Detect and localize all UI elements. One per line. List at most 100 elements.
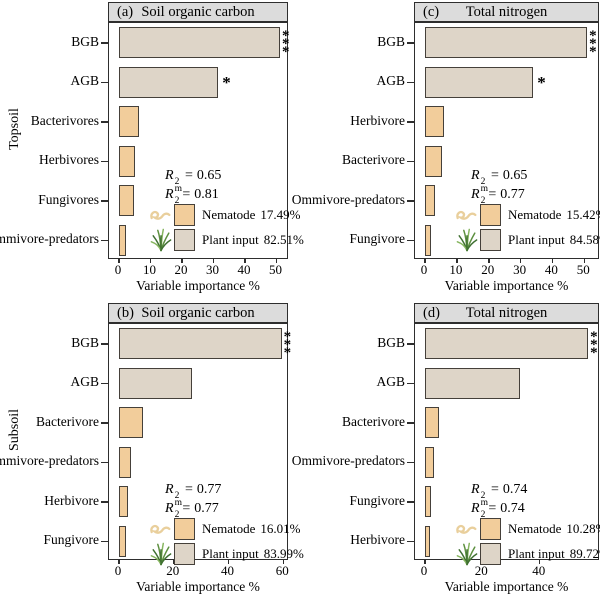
equals-sign: = [184,168,193,183]
significance-marks: * * * [588,28,597,59]
panel-tag: (c) [423,3,440,20]
legend-percentage: 10.28% [566,520,600,536]
y-tick [101,343,108,345]
r-squared-value: 0.74 [502,482,528,497]
subscript: m [174,498,182,508]
x-tick [118,559,120,564]
x-tick-label: 40 [221,563,234,578]
category-label: AGB [70,73,99,89]
grass-icon [456,228,477,252]
panel-header: (d) Total nitrogen [414,303,599,323]
panel-tag: (a) [117,3,134,20]
superscript: 2 [480,491,486,501]
legend-label: Plant input [202,545,259,561]
panel-header: (c) Total nitrogen [414,2,599,22]
y-tick [407,81,414,83]
category-label: AGB [376,73,405,89]
legend-text: Plant input 83.99% [202,546,304,562]
bar-fungivore [119,525,126,557]
model-fit-stats: R2m=0.65R2c=0.81 [165,166,221,213]
r-symbol: R [471,501,480,516]
legend-percentage: 83.99% [263,545,304,561]
r-squared-marginal: R 2 m = 0.77 [165,480,222,508]
category-label: Ommivore-predators [0,231,99,247]
x-tick [244,258,246,263]
category-label: AGB [376,374,405,390]
bar-agb [119,367,193,399]
category-label: Fungivore [43,532,100,548]
legend-label: Plant input [508,231,565,247]
subscript: m [174,184,182,194]
legend-text: Nematode 16.01% [202,521,301,537]
x-tick-label: 0 [420,262,428,277]
nematode-icon-wrap [453,521,480,536]
category-label: BGB [377,334,405,350]
row-label-topsoil: Topsoil [7,108,22,150]
legend-label: Plant input [202,231,259,247]
bar-bgb [119,27,281,59]
superscript: 2 [174,196,180,206]
bar-bacterivore [425,145,442,177]
asterisk: * [282,27,290,44]
significance-marks: * [222,73,231,93]
bar-fungivore [425,486,432,518]
category-label: Ommivore-predators [291,191,405,207]
subscript: m [480,498,488,508]
bar-agb [425,66,534,98]
asterisk: * [283,328,292,345]
category-label: Herbivore [350,112,405,128]
legend-percentage: 82.51% [263,231,304,247]
r-squared-value: 0.77 [196,482,222,497]
x-tick [118,258,120,263]
r-squared-value: 0.81 [194,187,219,202]
grass-icon-wrap [147,227,174,252]
legend-item: Nematode 16.01% [147,516,304,541]
subscript: m [480,184,488,194]
model-fit-stats: R2m=0.65R2c=0.77 [471,166,528,213]
y-tick [407,42,414,44]
y-tick [101,42,108,44]
r-squared-value: 0.65 [502,168,528,183]
panel-title: Soil organic carbon [141,3,255,20]
x-tick-label: 60 [275,563,289,578]
bar-bgb [119,328,282,360]
y-tick [101,160,108,162]
x-tick [282,559,284,564]
legend-label: Nematode [508,520,562,536]
category-label: Bacterivores [30,112,99,128]
r-squared-value: 0.77 [194,501,219,516]
x-tick-label: 0 [114,262,122,277]
x-tick-label: 0 [420,563,428,578]
nematode-icon [456,524,477,534]
x-tick-label: 0 [114,563,122,578]
x-tick-label: 40 [532,563,546,578]
r-symbol: R [165,187,174,202]
legend-swatch-plant [174,542,195,565]
bar-herbivore [119,486,129,518]
category-label: Herbivore [350,532,405,548]
x-tick-label: 10 [143,262,156,277]
model-fit-stats: R2m=0.77R2c=0.77 [165,480,222,527]
legend-percentage: 17.49% [260,206,301,222]
panel-header: (b) Soil organic carbon [108,303,288,323]
r-squared-value: 0.74 [500,501,525,516]
x-tick [227,559,230,564]
category-label: Bacterivore [342,152,405,168]
y-tick [407,422,414,424]
nematode-icon [150,524,171,534]
panel-title: Soil organic carbon [141,304,255,321]
asterisk: * [590,336,598,353]
legend-item: Plant input 83.99% [147,541,304,566]
x-tick [149,258,152,263]
superscript: 2 [174,177,180,187]
panel-a: Topsoil (a) Soil organic carbon * * * * R 2 m = 0.6… [0,0,304,301]
nematode-icon-wrap [453,207,480,222]
panel-b: Subsoil (b) Soil organic carbon * * * R 2 m = 0.77… [0,301,304,602]
